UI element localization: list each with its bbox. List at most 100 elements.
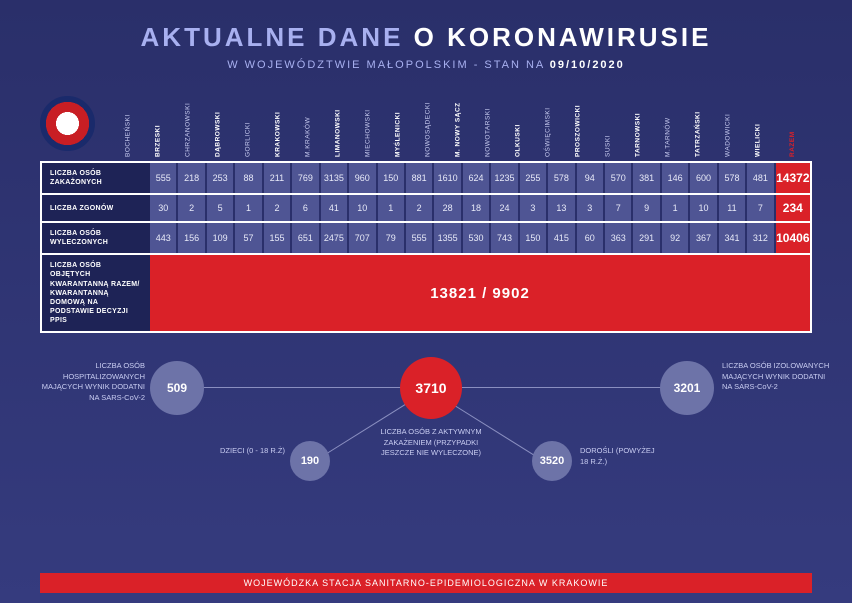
column-header: CHRZANOWSKI	[173, 87, 203, 157]
page-title: AKTUALNE DANE O KORONAWIRUSIE	[0, 22, 852, 53]
data-cell: 381	[631, 163, 659, 193]
data-cell: 9	[631, 195, 659, 221]
adults-value: 3520	[540, 455, 564, 467]
content: BOCHEŃSKIBRZESKICHRZANOWSKIDĄBROWSKIGORL…	[0, 77, 852, 511]
data-cell: 3	[518, 195, 546, 221]
data-cell: 578	[717, 163, 745, 193]
data-cell: 3	[575, 195, 603, 221]
data-cell: 555	[404, 223, 432, 253]
data-cell: 94	[575, 163, 603, 193]
table-row: LICZBA OSÓB WYLECZONYCH44315610957155651…	[42, 221, 810, 253]
footer-bar: WOJEWÓDZKA STACJA SANITARNO-EPIDEMIOLOGI…	[40, 573, 812, 593]
hospitalized-label: LICZBA OSÓB HOSPITALIZOWANYCH MAJĄCYCH W…	[35, 361, 145, 403]
data-cell: 150	[376, 163, 404, 193]
column-header: OLKUSKI	[503, 87, 533, 157]
column-header: BOCHEŃSKI	[113, 87, 143, 157]
row-label: LICZBA ZGONÓW	[42, 195, 150, 221]
data-cell: 11	[717, 195, 745, 221]
data-cell: 530	[461, 223, 489, 253]
column-headers: BOCHEŃSKIBRZESKICHRZANOWSKIDĄBROWSKIGORL…	[113, 87, 812, 157]
data-cell: 7	[745, 195, 773, 221]
subtitle-date: 09/10/2020	[550, 59, 625, 71]
children-value: 190	[301, 455, 319, 467]
column-header: WIELICKI	[743, 87, 773, 157]
data-cell: 146	[660, 163, 688, 193]
data-cell: 13	[546, 195, 574, 221]
column-header: KRAKOWSKI	[263, 87, 293, 157]
data-cell: 881	[404, 163, 432, 193]
column-header: SUSKI	[593, 87, 623, 157]
node-active: 3710	[400, 357, 462, 419]
data-cell: 3135	[319, 163, 347, 193]
column-header: MIECHOWSKI	[353, 87, 383, 157]
data-cell: 1	[660, 195, 688, 221]
data-cell: 57	[233, 223, 261, 253]
total-cell: 14372	[774, 163, 810, 193]
column-header: MYŚLENICKI	[383, 87, 413, 157]
column-header: M. NOWY SĄCZ	[443, 87, 473, 157]
data-cell: 218	[176, 163, 204, 193]
data-cell: 707	[347, 223, 375, 253]
quarantine-row: LICZBA OSÓB OBJĘTYCH KWARANTANNĄ RAZEM/ …	[42, 253, 810, 331]
table-row: LICZBA OSÓB ZAKAŻONYCH555218253882117693…	[42, 163, 810, 193]
data-cell: 960	[347, 163, 375, 193]
data-cell: 2475	[319, 223, 347, 253]
title-bold: O KORONAWIRUSIE	[414, 22, 712, 52]
logo-row: BOCHEŃSKIBRZESKICHRZANOWSKIDĄBROWSKIGORL…	[40, 87, 812, 157]
active-label: LICZBA OSÓB Z AKTYWNYM ZAKAŻENIEM (PRZYP…	[376, 427, 486, 459]
data-cell: 2	[176, 195, 204, 221]
data-cell: 60	[575, 223, 603, 253]
data-cell: 211	[262, 163, 290, 193]
data-cell: 109	[205, 223, 233, 253]
data-cell: 150	[518, 223, 546, 253]
node-adults: 3520	[532, 441, 572, 481]
footer-text: WOJEWÓDZKA STACJA SANITARNO-EPIDEMIOLOGI…	[244, 578, 609, 588]
data-cell: 555	[150, 163, 176, 193]
data-cell: 88	[233, 163, 261, 193]
row-label: LICZBA OSÓB ZAKAŻONYCH	[42, 163, 150, 193]
data-cell: 10	[347, 195, 375, 221]
data-cell: 6	[290, 195, 318, 221]
data-cell: 1	[233, 195, 261, 221]
data-cell: 255	[518, 163, 546, 193]
quarantine-value: 13821 / 9902	[150, 255, 810, 331]
column-header: BRZESKI	[143, 87, 173, 157]
row-label: LICZBA OSÓB WYLECZONYCH	[42, 223, 150, 253]
column-header: M.KRAKÓW	[293, 87, 323, 157]
data-cell: 570	[603, 163, 631, 193]
column-header: PROSZOWICKI	[563, 87, 593, 157]
data-cell: 92	[660, 223, 688, 253]
data-cell: 28	[432, 195, 460, 221]
diagram: 509 LICZBA OSÓB HOSPITALIZOWANYCH MAJĄCY…	[40, 351, 812, 511]
node-hospitalized: 509	[150, 361, 204, 415]
adults-label: DOROŚLI (POWYŻEJ 18 R.Ż.)	[580, 446, 660, 467]
data-cell: 79	[376, 223, 404, 253]
data-cell: 1610	[432, 163, 460, 193]
data-cell: 5	[205, 195, 233, 221]
children-label: DZIECI (0 - 18 R.Ż)	[215, 446, 285, 457]
column-header: GORLICKI	[233, 87, 263, 157]
data-cell: 443	[150, 223, 176, 253]
data-cell: 769	[290, 163, 318, 193]
data-cell: 156	[176, 223, 204, 253]
data-cell: 1355	[432, 223, 460, 253]
sanepid-logo-icon	[40, 96, 95, 151]
isolated-label: LICZBA OSÓB IZOLOWANYCH MAJĄCYCH WYNIK D…	[722, 361, 832, 393]
table-row: LICZBA ZGONÓW302512641101228182431337911…	[42, 193, 810, 221]
data-cell: 651	[290, 223, 318, 253]
data-cell: 1	[376, 195, 404, 221]
data-cell: 41	[319, 195, 347, 221]
data-cell: 578	[546, 163, 574, 193]
title-light: AKTUALNE DANE	[141, 22, 404, 52]
data-cell: 367	[688, 223, 716, 253]
data-cell: 10	[688, 195, 716, 221]
data-cell: 415	[546, 223, 574, 253]
column-header: TATRZAŃSKI	[683, 87, 713, 157]
data-cell: 30	[150, 195, 176, 221]
node-isolated: 3201	[660, 361, 714, 415]
data-cell: 600	[688, 163, 716, 193]
subtitle: W WOJEWÓDZTWIE MAŁOPOLSKIM - STAN NA 09/…	[0, 59, 852, 71]
data-cell: 312	[745, 223, 773, 253]
data-table: LICZBA OSÓB ZAKAŻONYCH555218253882117693…	[40, 161, 812, 333]
active-value: 3710	[415, 380, 446, 396]
